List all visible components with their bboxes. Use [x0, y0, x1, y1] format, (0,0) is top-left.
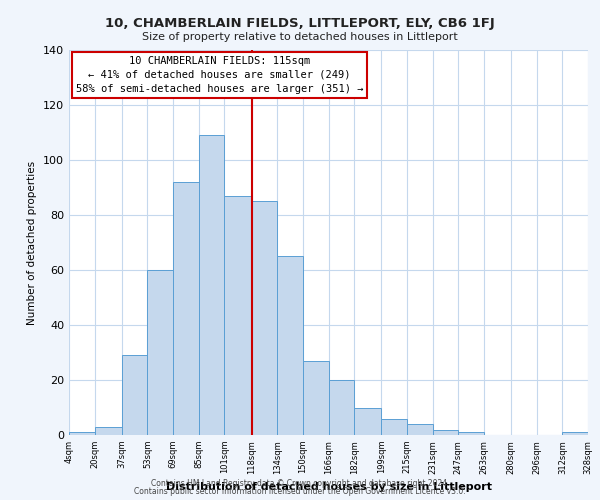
Text: 10, CHAMBERLAIN FIELDS, LITTLEPORT, ELY, CB6 1FJ: 10, CHAMBERLAIN FIELDS, LITTLEPORT, ELY,… [105, 18, 495, 30]
Text: Contains HM Land Registry data © Crown copyright and database right 2024.: Contains HM Land Registry data © Crown c… [151, 478, 449, 488]
Bar [122, 355, 148, 435]
Y-axis label: Number of detached properties: Number of detached properties [28, 160, 37, 324]
Bar [69, 432, 95, 435]
X-axis label: Distribution of detached houses by size in Littleport: Distribution of detached houses by size … [166, 482, 491, 492]
Bar [148, 270, 173, 435]
Bar [95, 427, 122, 435]
Bar [173, 182, 199, 435]
Bar [562, 432, 588, 435]
Bar [433, 430, 458, 435]
Bar [303, 361, 329, 435]
Text: Contains public sector information licensed under the Open Government Licence v3: Contains public sector information licen… [134, 487, 466, 496]
Bar [277, 256, 303, 435]
Bar [354, 408, 382, 435]
Bar [199, 135, 224, 435]
Bar [407, 424, 433, 435]
Bar [382, 418, 407, 435]
Text: 10 CHAMBERLAIN FIELDS: 115sqm
← 41% of detached houses are smaller (249)
58% of : 10 CHAMBERLAIN FIELDS: 115sqm ← 41% of d… [76, 56, 363, 94]
Bar [251, 201, 277, 435]
Bar [224, 196, 251, 435]
Bar [329, 380, 354, 435]
Text: Size of property relative to detached houses in Littleport: Size of property relative to detached ho… [142, 32, 458, 42]
Bar [458, 432, 484, 435]
